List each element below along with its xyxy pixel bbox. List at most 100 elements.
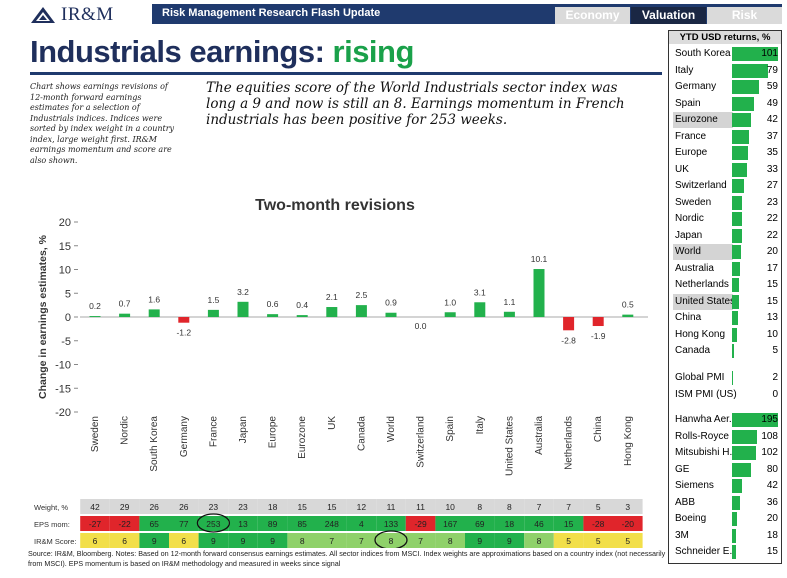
- panel-row-label: ABB: [675, 496, 696, 508]
- y-tick-label: -5: [61, 336, 71, 348]
- panel-row-bar: [732, 80, 759, 94]
- panel-row: Boeing 20: [669, 511, 781, 527]
- panel-row: Germany 59: [669, 79, 781, 95]
- page-title-highlight: rising: [332, 34, 415, 69]
- bar-netherlands: [563, 317, 575, 331]
- logo: IR&M: [30, 4, 114, 26]
- category-label: United States: [504, 416, 515, 476]
- panel-row-label: Siemens: [675, 480, 714, 491]
- panel-row-value: 42: [766, 480, 778, 491]
- table-cell: -20: [622, 519, 635, 529]
- y-tick-label: -10: [55, 360, 71, 372]
- panel-row: France 37: [669, 129, 781, 145]
- panel-row: China 13: [669, 310, 781, 326]
- table-cell: 29: [120, 502, 130, 512]
- panel-row-label: Europe: [675, 147, 708, 158]
- panel-row-label: Rolls-Royce: [675, 430, 729, 442]
- table-cell-bg: [317, 516, 347, 531]
- table-cell: 65: [149, 519, 159, 529]
- panel-row: Netherlands 15: [669, 277, 781, 293]
- tab-economy[interactable]: Economy: [555, 7, 630, 24]
- panel-row: ABB 36: [669, 495, 781, 511]
- table-cell-bg: [376, 499, 406, 514]
- table-cell: -28: [592, 519, 605, 529]
- table-cell-bg: [317, 499, 347, 514]
- table-cell: 5: [596, 502, 601, 512]
- panel-row-label: Mitsubishi H.: [675, 447, 733, 458]
- panel-row: Canada 5: [669, 343, 781, 359]
- table-cell: 26: [149, 502, 159, 512]
- table-cell-bg: [553, 499, 584, 514]
- category-label: Sweden: [90, 416, 101, 452]
- revisions-chart: Two-month revisions Change in earnings e…: [34, 197, 648, 548]
- panel-row-label: Japan: [675, 229, 703, 241]
- table-cell: 18: [505, 519, 515, 529]
- title-rule: [30, 72, 662, 75]
- panel-row: Sweden 23: [669, 195, 781, 211]
- panel-row-value: 15: [766, 295, 778, 307]
- category-label: Switzerland: [416, 416, 427, 468]
- table-cell-bg: [169, 516, 199, 531]
- panel-row-label: Eurozone: [673, 112, 733, 128]
- bar-australia: [533, 269, 545, 317]
- panel-row-bar: [732, 278, 739, 292]
- header-title: Risk Management Research Flash Update: [162, 7, 381, 19]
- panel-row-value: 36: [766, 496, 778, 508]
- bar-value-labels: 0.2 0.7 1.6 -1.2 1.5 3.2 0.6 0.4 2.1 2.5 0.9 0.0 1.0…: [89, 254, 634, 345]
- table-cell-bg: [198, 516, 229, 531]
- bar-value-label: 1.1: [503, 297, 515, 307]
- bar-spain: [444, 312, 456, 317]
- y-ticks: 20 15 10 5 0 -5 -10 -15 -20: [55, 217, 78, 419]
- panel-row-bar: [732, 446, 757, 460]
- panel-row: Rolls-Royce 108: [669, 429, 781, 445]
- table-cell-bg: [583, 499, 613, 514]
- bar-south-korea: [148, 309, 160, 317]
- panel-row: Schneider E. 15: [669, 544, 781, 560]
- bar-value-label: 2.5: [355, 290, 367, 300]
- panel-row-value: 20: [766, 246, 778, 257]
- table-cell: 253: [206, 519, 220, 529]
- table-cell-bg: [109, 499, 140, 514]
- y-tick-label: -20: [55, 407, 71, 419]
- category-label: Netherlands: [564, 416, 575, 470]
- bar-value-label: -1.9: [591, 331, 606, 341]
- table-cell: 13: [238, 519, 248, 529]
- panel-row-value: 13: [766, 312, 778, 323]
- panel-row-label: Italy: [675, 64, 694, 76]
- chart-y-axis-label: Change in earnings estimates, %: [37, 234, 49, 399]
- table-cell-bg: [494, 516, 525, 531]
- table-row-label: EPS mom:: [34, 520, 70, 529]
- table-cell: 8: [507, 502, 512, 512]
- table-cell-bg: [465, 516, 495, 531]
- panel-row-label: China: [675, 312, 702, 323]
- table-cell-bg: [257, 516, 288, 531]
- table-row-label: IR&M Score:: [34, 537, 77, 546]
- tab-risk[interactable]: Risk: [707, 7, 782, 24]
- table-cell: 9: [152, 536, 157, 546]
- table-cell: 77: [179, 519, 189, 529]
- table-cell: 69: [475, 519, 485, 529]
- panel-row-value: 17: [766, 262, 778, 274]
- chart-title: Two-month revisions: [255, 197, 415, 214]
- panel-row-bar: [732, 146, 748, 160]
- panel-row: Spain 49: [669, 96, 781, 112]
- panel-row-bar: [732, 162, 748, 177]
- panel-row-bar: [732, 462, 751, 477]
- panel-row-bar: [732, 327, 737, 342]
- tab-valuation[interactable]: Valuation: [631, 7, 706, 24]
- y-tick-label: 20: [59, 217, 71, 229]
- bar-value-label: 0.7: [119, 299, 131, 309]
- table-cell: 5: [596, 536, 601, 546]
- category-label: Canada: [356, 416, 367, 451]
- table-cell-bg: [583, 516, 613, 531]
- table-cell: 7: [359, 536, 364, 546]
- panel-row-value: 20: [766, 513, 778, 524]
- panel-row-bar: [732, 228, 743, 243]
- panel-row-value: 22: [766, 229, 778, 241]
- table-cell-bg: [139, 533, 169, 548]
- panel-row-value: 59: [766, 81, 778, 92]
- category-label: Japan: [238, 416, 249, 443]
- bar-canada: [355, 305, 367, 317]
- panel-row-value: 101: [761, 48, 778, 59]
- category-label: Germany: [179, 416, 190, 457]
